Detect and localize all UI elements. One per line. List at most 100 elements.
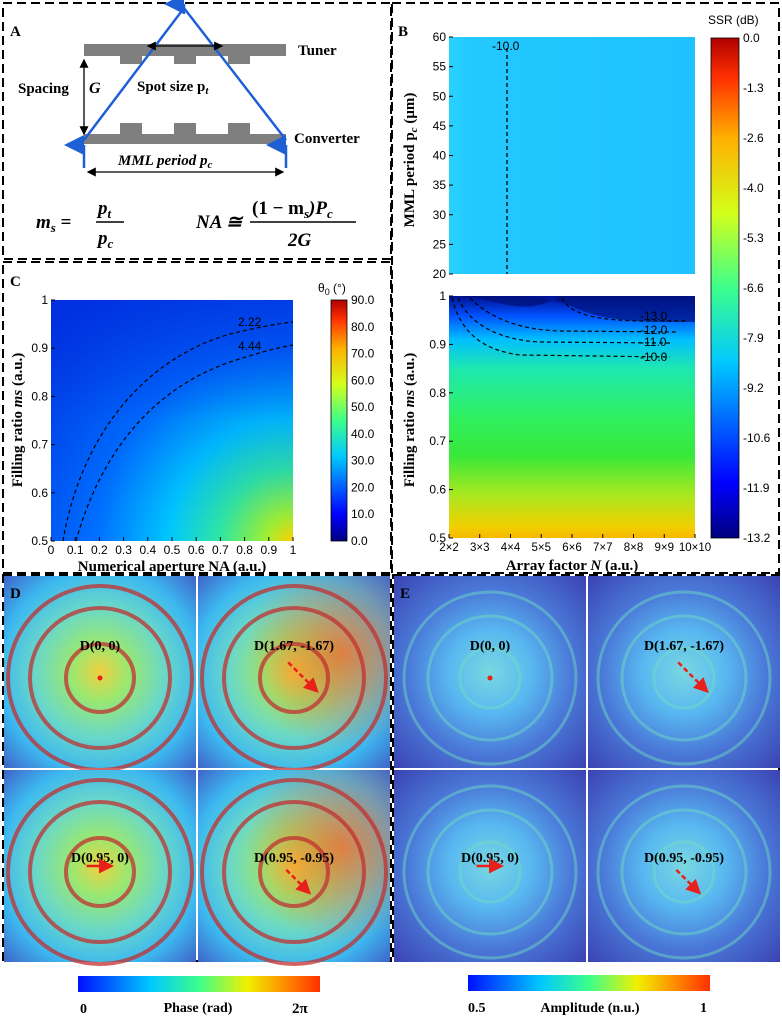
y-tick-label: 0.6 — [31, 486, 48, 500]
y-tick-label: 40 — [433, 149, 447, 163]
theta-colorbar-ticks: 90.0 80.0 70.0 60.0 50.0 40.0 30.0 20.0 10.0 0.0 — [351, 293, 375, 548]
colorbar-tick-label: -13.2 — [743, 531, 771, 545]
ray-triangle — [83, 5, 287, 141]
colorbar-tick-label: -11.9 — [743, 481, 770, 495]
phase-min: 0 — [80, 1002, 87, 1017]
map-ring — [426, 808, 554, 936]
contour-label: -11.0 — [640, 335, 667, 349]
panel-d-border — [2, 574, 392, 962]
colorbar-tick-label: -10.6 — [743, 431, 771, 445]
y-tick-label: 0.7 — [31, 438, 48, 452]
map-tile: D(1.67, -1.67) — [198, 576, 390, 772]
map-tile-label: D(0.95, 0) — [71, 851, 129, 866]
map-tile-bg — [394, 576, 586, 768]
amplitude-min: 0.5 — [468, 1001, 486, 1016]
y-tick-label: 55 — [433, 60, 447, 74]
panel-d-label: D — [10, 586, 21, 602]
colorbar-tick-label: -6.6 — [743, 281, 764, 295]
ssr-colorbar — [710, 37, 740, 539]
map-ring — [222, 606, 366, 750]
map-tile: D(0, 0) — [394, 576, 586, 768]
map-tile-label: D(0.95, -0.95) — [644, 851, 724, 866]
map-ring — [222, 800, 366, 944]
ssr-colorbar-ticks: 0.0 -1.3 -2.6 -4.0 -5.3 -6.6 -7.9 -9.2 -10.6 -11.… — [743, 31, 771, 545]
x-tick-label: 0.2 — [91, 543, 108, 557]
c-y-ticks: 0.5 0.6 0.7 0.8 0.9 1 — [31, 293, 55, 548]
amplitude-colorbar-group: 0.5 Amplitude (n.u.) 1 — [468, 975, 710, 1016]
map-ring — [458, 646, 522, 710]
x-tick-label: 0.8 — [236, 543, 253, 557]
converter-plate — [84, 134, 286, 144]
converter-label: Converter — [294, 131, 360, 147]
colorbar-tick-label: -1.3 — [743, 81, 764, 95]
map-tile-bg — [588, 770, 780, 962]
converter-block — [120, 123, 142, 134]
colorbar-tick-label: -9.2 — [743, 381, 764, 395]
y-tick-label: 0.5 — [429, 531, 446, 545]
x-tick-label: 2×2 — [439, 542, 459, 554]
map-ring — [258, 836, 330, 908]
equation-ms: ms = pt pc — [36, 198, 124, 251]
map-ring — [596, 784, 772, 960]
contour-label: 2.22 — [238, 315, 262, 329]
map-tile: D(0.95, 0) — [4, 770, 196, 966]
map-ring — [652, 646, 716, 710]
colorbar-tick-label: 70.0 — [351, 347, 375, 361]
map-tile: D(0.95, -0.95) — [588, 770, 780, 962]
x-tick-label: 3×3 — [470, 542, 490, 554]
map-ring — [28, 800, 172, 944]
colorbar-tick-label: 50.0 — [351, 400, 375, 414]
svg-text:pc: pc — [96, 228, 114, 251]
map-tile-label: D(1.67, -1.67) — [254, 639, 334, 654]
y-tick-label: 0.9 — [31, 341, 48, 355]
colorbar-tick-label: 10.0 — [351, 507, 375, 521]
colorbar-tick-label: -5.3 — [743, 231, 764, 245]
map-ring — [458, 840, 522, 904]
colorbar-tick-label: 80.0 — [351, 320, 375, 334]
b-bottom-heatmap — [449, 296, 695, 538]
map-ring — [596, 590, 772, 766]
colorbar-tick-label: 60.0 — [351, 373, 375, 387]
map-ring — [64, 642, 136, 714]
y-tick-label: 0.5 — [31, 534, 48, 548]
shift-arrow — [287, 661, 319, 693]
theta-colorbar — [330, 299, 348, 542]
b-bottom-ylabel: Filling ratio ms (a.u.) — [402, 353, 418, 488]
x-tick-label: 0.1 — [67, 543, 84, 557]
svg-text:pt: pt — [96, 198, 112, 221]
c-contour-labels: 2.22 4.44 — [238, 315, 262, 353]
map-ring — [620, 808, 748, 936]
panel-d: D(0, 0) D(1.67, -1.67) D(0.95, 0) D(0.95, -… — [2, 574, 392, 966]
phase-max: 2π — [292, 1001, 309, 1017]
colorbar-tick-label: -4.0 — [743, 181, 764, 195]
map-ring — [64, 836, 136, 908]
spot-size-label: Spot size pt — [137, 79, 209, 97]
y-tick-label: 60 — [433, 30, 447, 44]
x-tick-label: 0 — [48, 543, 55, 557]
colorbar-tick-label: -7.9 — [743, 331, 764, 345]
y-tick-label: 20 — [433, 267, 447, 281]
x-tick-label: 7×7 — [593, 542, 613, 554]
x-tick-label: 8×8 — [624, 542, 644, 554]
map-ring — [426, 614, 554, 742]
map-ring — [28, 606, 172, 750]
panel-b: B -10.0 20 25 30 35 40 45 50 55 60 MML period pc… — [391, 2, 780, 574]
x-tick-label: 5×5 — [531, 542, 551, 554]
y-tick-label: 25 — [433, 237, 447, 251]
tuner-label: Tuner — [298, 43, 337, 59]
x-tick-label: 1 — [290, 543, 297, 557]
y-tick-label: 1 — [439, 289, 446, 303]
colorbar-tick-label: 40.0 — [351, 427, 375, 441]
x-tick-label: 0.7 — [212, 543, 229, 557]
map-tile: D(0.95, 0) — [394, 770, 586, 962]
center-dot — [97, 675, 103, 681]
x-tick-label: 10×10 — [679, 542, 711, 554]
c-heatmap-shade — [51, 300, 293, 541]
y-tick-label: 1 — [41, 293, 48, 307]
y-tick-label: 35 — [433, 178, 447, 192]
b-bottom-contours — [451, 297, 686, 358]
b-bottom-contour-labels: -13.0-12.0-11.0-10.0 — [640, 309, 668, 364]
b-bottom-y-ticks: 0.5 0.6 0.7 0.8 0.9 1 — [429, 289, 453, 545]
amplitude-max: 1 — [700, 1001, 707, 1016]
